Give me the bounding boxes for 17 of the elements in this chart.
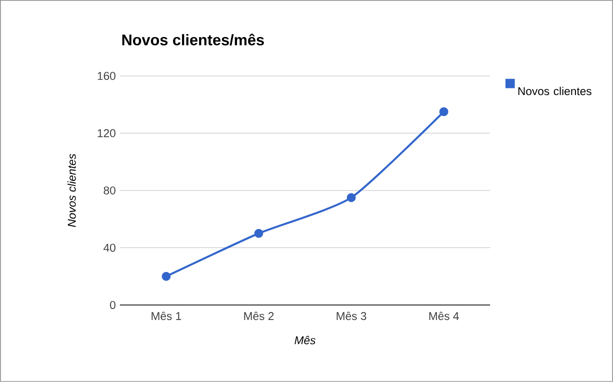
point (346, 193, 356, 202)
x-tick-label: Mês 1 (152, 312, 182, 320)
point (254, 228, 264, 238)
y-tick-label: 40 (104, 244, 116, 252)
y-tick-label: 0 (110, 301, 116, 310)
x-tick-label: Mês 2 (244, 312, 274, 320)
y-tick-label: 120 (98, 129, 116, 138)
point (439, 107, 448, 116)
chart-title: Novos clientes/mês (122, 34, 264, 46)
point (162, 272, 171, 281)
y-tick-label: 160 (98, 72, 116, 80)
x-tick-label: Mês 4 (429, 312, 459, 320)
legend-label: Novos clientes (518, 86, 592, 96)
y-tick-label: 80 (104, 186, 116, 194)
y-axis-title: Novos clientes (67, 154, 76, 227)
x-tick-label: Mês 3 (336, 312, 366, 320)
x-axis-title: Mês (294, 336, 316, 344)
